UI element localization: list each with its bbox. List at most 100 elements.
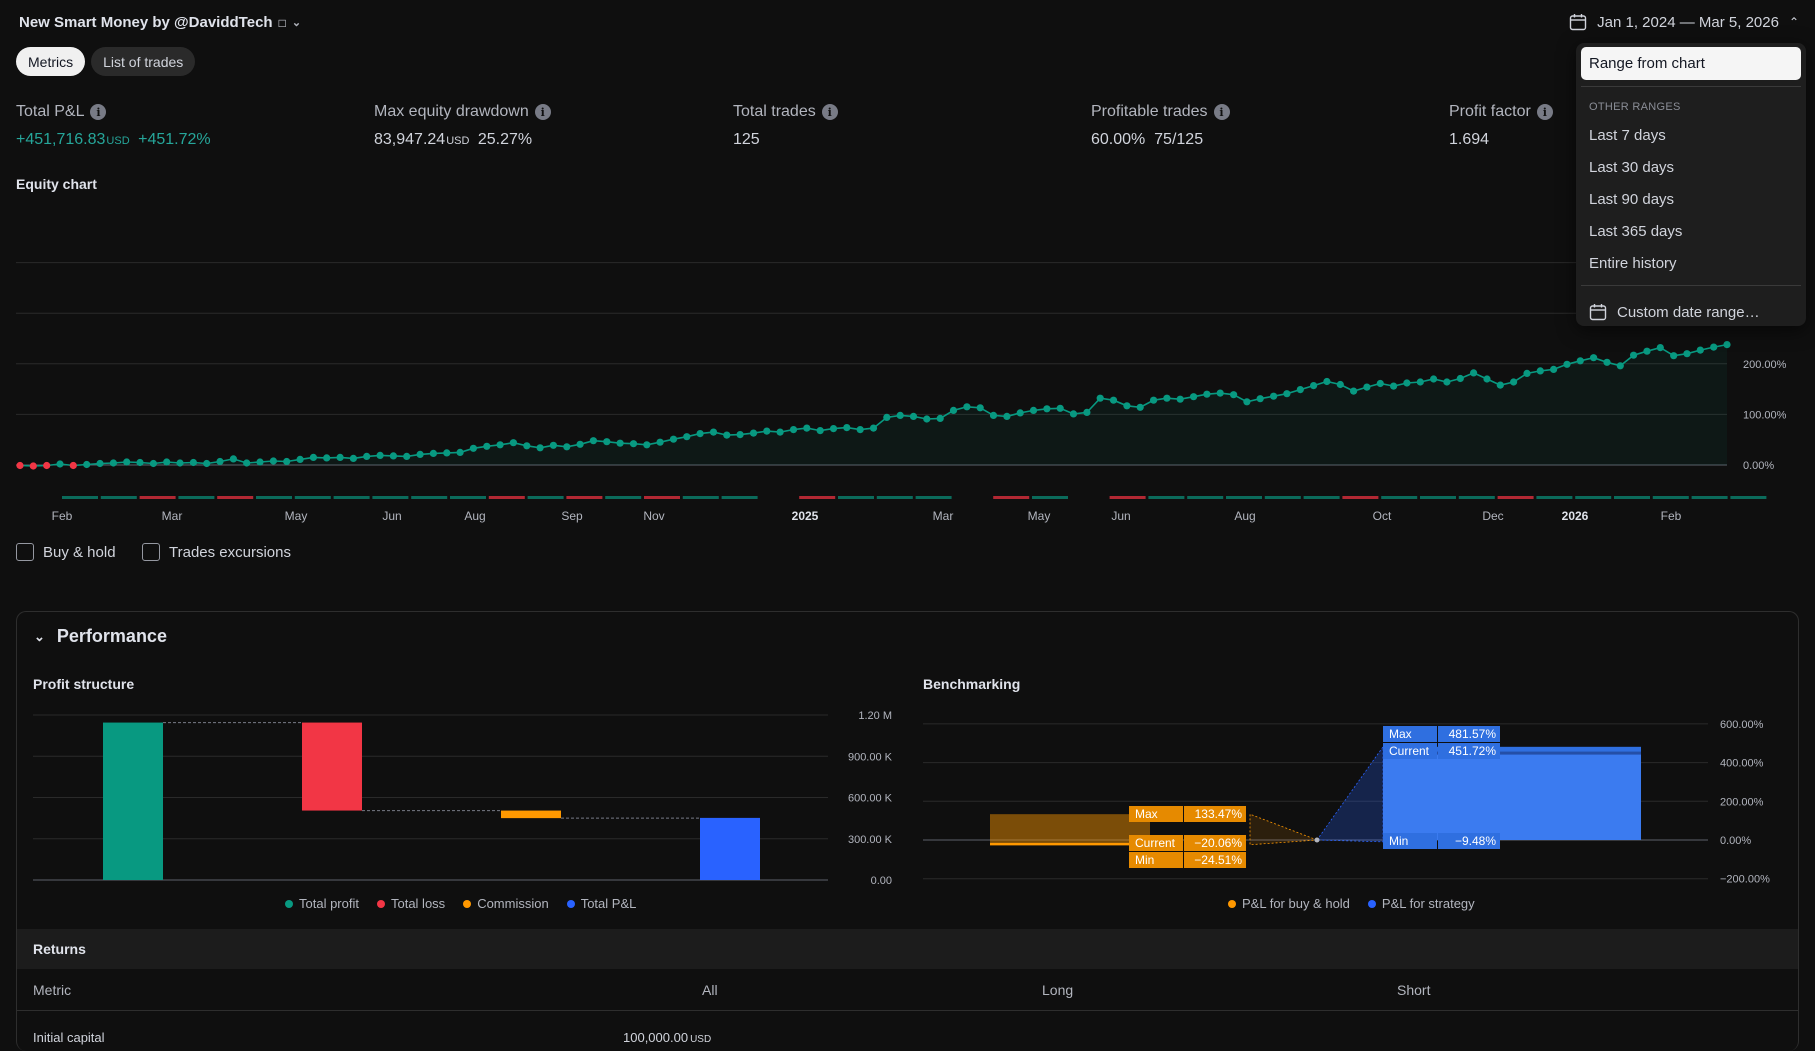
checkbox-box[interactable] — [16, 543, 34, 561]
legend-item-total-loss[interactable]: Total loss — [376, 896, 445, 911]
equity-point — [523, 442, 531, 450]
st-max-label-val: 481.57% — [1449, 727, 1497, 741]
equity-point — [1443, 378, 1451, 386]
equity-point — [1283, 390, 1291, 398]
trades-excursions-checkbox[interactable]: Trades excursions — [142, 543, 291, 561]
buy-hold-checkbox[interactable]: Buy & hold — [16, 543, 116, 561]
legend-item-total-profit[interactable]: Total profit — [285, 896, 359, 911]
equity-point — [1109, 396, 1118, 404]
equity-point — [829, 425, 838, 433]
equity-point — [296, 455, 304, 463]
benchmarking-chart[interactable]: 600.00% 400.00% 200.00% 0.00% −200.00% Max 133… — [900, 695, 1815, 895]
bh-current-label-val: −20.06% — [1194, 836, 1242, 850]
equity-point — [283, 457, 291, 466]
legend-item-commission[interactable]: Commission — [463, 896, 549, 911]
profit-structure-title: Profit structure — [33, 676, 135, 692]
equity-point — [336, 453, 344, 461]
y-tick-label: 0.00% — [1720, 835, 1751, 847]
equity-point — [856, 426, 864, 434]
dropdown-item-last-90-days[interactable]: Last 90 days — [1589, 190, 1675, 208]
metric-label: Profitable trades — [1091, 103, 1208, 120]
equity-point — [269, 457, 277, 465]
dropdown-item-custom-range[interactable]: Custom date range… — [1581, 292, 1801, 332]
date-range-dropdown: Range from chart OTHER RANGES Last 7 day… — [1576, 43, 1806, 326]
profit-structure-chart[interactable]: 1.20 M 900.00 K 600.00 K 300.00 K 0.00 — [0, 695, 900, 895]
y-tick-label: 200.00% — [1743, 359, 1787, 371]
tab-metrics[interactable]: Metrics — [16, 47, 86, 76]
performance-header[interactable]: ⌄ Performance — [34, 626, 167, 647]
equity-point — [349, 454, 357, 462]
x-tick-label: Aug — [1234, 509, 1255, 523]
trade-marker — [294, 496, 331, 499]
equity-point — [363, 452, 371, 460]
st-min-label-val: −9.48% — [1455, 834, 1496, 848]
x-tick-label: Dec — [1482, 509, 1503, 523]
equity-point — [1029, 406, 1038, 414]
divider — [1581, 86, 1801, 87]
bh-current-label-val-bg — [1184, 835, 1246, 851]
equity-point — [309, 453, 317, 461]
info-icon[interactable]: i — [534, 104, 551, 120]
trade-marker — [1342, 496, 1379, 499]
equity-point — [1043, 405, 1051, 413]
buy-hold-cone — [1249, 813, 1318, 846]
x-tick-label: Aug — [464, 509, 485, 523]
equity-point — [1296, 386, 1304, 394]
performance-panel — [16, 611, 1799, 1051]
equity-point — [1150, 396, 1158, 404]
equity-point — [56, 460, 64, 468]
equity-point — [1216, 389, 1224, 397]
strategy-title[interactable]: New Smart Money by @DaviddTech □ ⌄ — [19, 14, 301, 31]
equity-point — [789, 426, 798, 434]
info-icon[interactable]: i — [90, 104, 107, 120]
dropdown-item-last-365-days[interactable]: Last 365 days — [1589, 222, 1683, 240]
dropdown-item-last-7-days[interactable]: Last 7 days — [1589, 126, 1666, 144]
info-icon[interactable]: i — [821, 104, 838, 120]
equity-point — [1470, 369, 1478, 377]
trade-marker — [1497, 496, 1534, 499]
legend-item-buy-hold[interactable]: P&L for buy & hold — [1228, 896, 1350, 911]
tab-list-of-trades[interactable]: List of trades — [91, 47, 196, 76]
chevron-down-icon[interactable]: ⌄ — [291, 17, 302, 29]
equity-point — [1550, 365, 1558, 373]
st-current-label-key-bg — [1383, 743, 1437, 759]
column-header-metric: Metric — [33, 982, 72, 998]
equity-point — [1083, 408, 1091, 416]
equity-point — [629, 440, 638, 448]
equity-point — [1723, 341, 1731, 349]
equity-point — [1136, 403, 1144, 411]
dropdown-item-range-from-chart[interactable]: Range from chart — [1581, 47, 1801, 80]
dropdown-item-entire-history[interactable]: Entire history — [1589, 254, 1677, 272]
equity-point — [256, 458, 264, 466]
row-value-initial-capital: 100,000.00 USD — [623, 1030, 712, 1045]
equity-point — [416, 450, 424, 458]
tab-bar: Metrics List of trades — [16, 47, 196, 76]
bh-current-label-key: Current — [1135, 836, 1176, 850]
chevron-down-icon[interactable]: ⌄ — [34, 628, 45, 644]
info-icon[interactable]: i — [1213, 104, 1230, 120]
returns-header[interactable]: Returns — [17, 929, 1798, 969]
x-tick-label: Jun — [382, 509, 401, 523]
equity-point — [1616, 362, 1624, 370]
equity-point — [1096, 394, 1104, 402]
equity-chart[interactable]: 200.00% 100.00% 0.00% Feb Mar May Jun Aug Sep Nov… — [0, 190, 1815, 530]
equity-point — [1683, 350, 1691, 358]
equity-point — [816, 427, 824, 435]
buy-hold-current — [990, 842, 1150, 846]
x-tick-label: May — [285, 509, 308, 523]
dropdown-item-last-30-days[interactable]: Last 30 days — [1589, 158, 1675, 176]
equity-point — [149, 459, 157, 468]
metric-value: 125 — [733, 131, 760, 148]
equity-point — [709, 428, 718, 436]
date-range-button[interactable]: Jan 1, 2024 — Mar 5, 2026 ⌃ — [1569, 13, 1799, 31]
info-icon[interactable]: i — [1536, 104, 1553, 120]
legend-dot — [566, 900, 575, 908]
equity-point — [1243, 398, 1251, 406]
y-tick-label: 300.00 K — [848, 834, 893, 846]
equity-point — [96, 459, 104, 468]
legend-item-strategy[interactable]: P&L for strategy — [1367, 896, 1475, 911]
equity-point — [1576, 357, 1584, 365]
divider — [17, 1010, 1798, 1011]
checkbox-box[interactable] — [142, 543, 160, 561]
legend-item-total-pnl[interactable]: Total P&L — [566, 896, 636, 911]
